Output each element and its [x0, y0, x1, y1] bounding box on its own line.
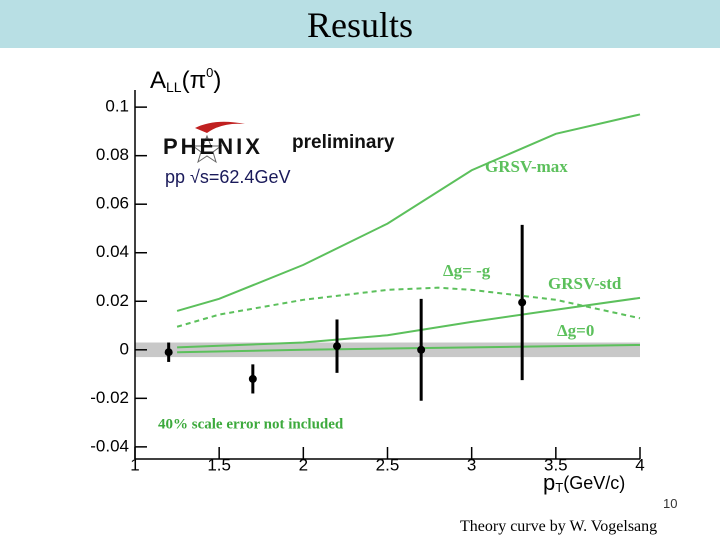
theory-curve	[177, 343, 641, 354]
x-tick-label: 1.5	[207, 455, 231, 474]
y-axis-title-part: A	[150, 67, 166, 94]
curve-label: Δg=0	[557, 321, 594, 340]
y-tick-label: 0.02	[96, 291, 129, 310]
data-point	[333, 342, 341, 351]
y-axis-title-part: (π	[182, 67, 207, 94]
y-axis-title: ALL(π0)	[150, 65, 221, 94]
annotation: pp √s=62.4GeV	[165, 167, 290, 187]
x-tick-label: 2.5	[376, 455, 400, 474]
theory-curve	[176, 286, 641, 328]
curve-label: GRSV-std	[548, 274, 622, 293]
x-axis-title-part: T	[555, 480, 563, 495]
x-tick-label: 3	[467, 455, 476, 474]
credit: Theory curve by W. Vogelsang	[460, 518, 658, 535]
x-tick-label: 3.5	[544, 455, 568, 474]
curve-label: Δg= -g	[443, 261, 491, 280]
annotation: 40% scale error not included	[158, 416, 344, 432]
logo-star	[191, 134, 223, 164]
systematic-band	[135, 342, 640, 358]
x-tick-label: 2	[299, 455, 308, 474]
data-point	[248, 374, 257, 383]
y-tick-label: 0.04	[96, 242, 129, 261]
y-tick-label: 0	[120, 339, 129, 358]
x-tick-label: 1	[130, 455, 139, 474]
slide-title: Results	[306, 5, 413, 45]
y-axis-title-part: 0	[206, 65, 213, 80]
theory-curve	[177, 296, 641, 349]
y-tick-label: -0.04	[90, 436, 129, 455]
annotation: PHENIX	[163, 134, 263, 159]
data-point	[417, 345, 426, 354]
y-axis-title-part: )	[213, 67, 221, 94]
data-point	[164, 348, 173, 357]
y-tick-label: 0.06	[96, 194, 129, 213]
theory-curve	[176, 113, 641, 312]
x-tick-label: 4	[635, 455, 644, 474]
x-axis-title: pT(GeV/c)	[543, 470, 625, 496]
curve-label: GRSV-max	[485, 157, 568, 176]
x-axis-title-part: (GeV/c)	[563, 473, 625, 493]
data-point	[518, 298, 527, 307]
logo-swoosh	[195, 121, 245, 133]
x-axis-title-part: p	[543, 470, 555, 495]
page-number: 10	[663, 496, 678, 511]
y-tick-label: -0.02	[90, 388, 129, 407]
y-tick-label: 0.1	[105, 97, 129, 116]
title-bar	[0, 0, 720, 48]
annotation: preliminary	[292, 132, 395, 153]
y-tick-label: 0.08	[96, 145, 129, 164]
y-axis-title-part: LL	[166, 79, 182, 95]
